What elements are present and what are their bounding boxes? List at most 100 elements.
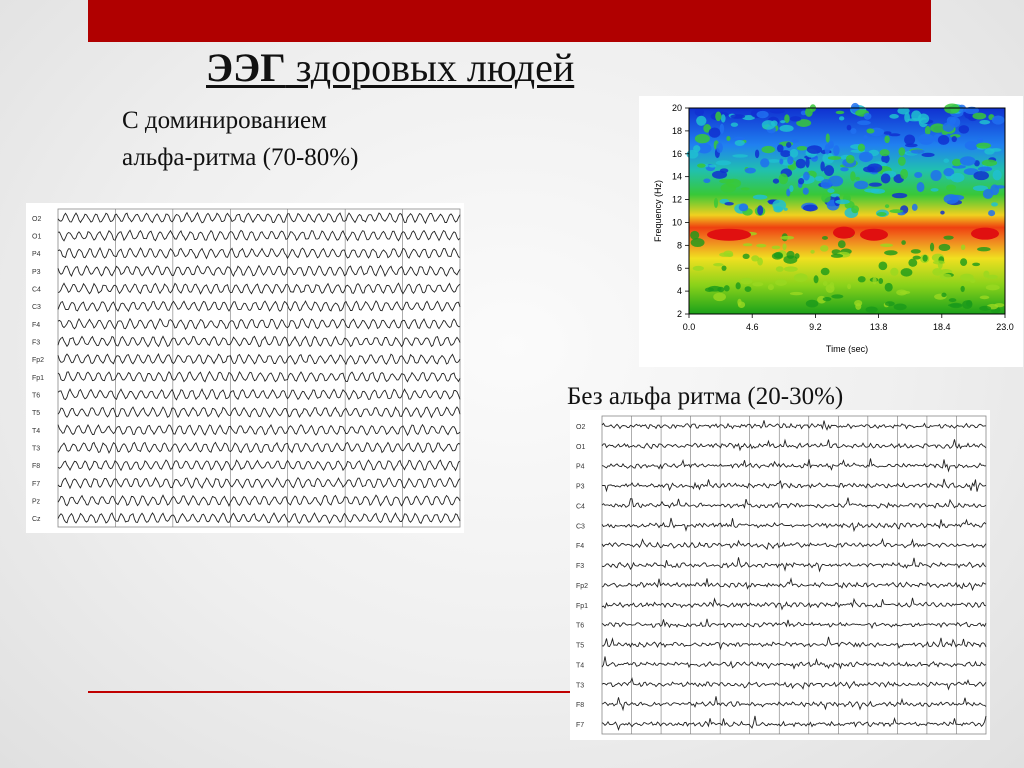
spectrogram-texture (884, 282, 893, 292)
spectrogram-texture (979, 295, 990, 300)
eeg-trace (57, 211, 461, 225)
spectrogram-texture (815, 176, 825, 182)
spectrogram-ytick-label: 12 (672, 195, 682, 205)
spectrogram-texture (991, 115, 1005, 125)
spectrogram-ytick-label: 4 (677, 286, 682, 296)
spectrogram-texture (988, 210, 996, 217)
spectrogram-texture (813, 275, 819, 284)
spectrogram-texture (793, 273, 808, 282)
eeg-channel-label: Fp2 (32, 357, 44, 364)
spectrogram-texture (857, 120, 871, 126)
eeg-trace (601, 537, 987, 551)
eeg-trace (601, 597, 987, 611)
spectrogram-plot (686, 102, 1006, 314)
spectrogram-texture (883, 131, 892, 135)
spectrogram-texture (890, 267, 899, 276)
eeg-trace (57, 476, 461, 490)
spectrogram-texture (735, 282, 741, 290)
spectrogram-texture (916, 182, 925, 193)
eeg-trace (601, 438, 987, 452)
spectrogram-texture (786, 188, 791, 197)
spectrogram-texture (802, 187, 809, 195)
eeg-trace (57, 300, 461, 313)
spectrogram-texture (789, 116, 802, 122)
eeg-channel-label: F7 (32, 481, 40, 488)
spectrogram-texture (976, 142, 992, 149)
spectrogram-texture (878, 277, 884, 285)
spectrogram-texture (881, 153, 890, 164)
spectrogram-texture (738, 203, 749, 212)
spectrogram-texture (780, 150, 791, 158)
spectrogram-texture (823, 165, 835, 177)
spectrogram-texture (737, 301, 746, 309)
eeg-channel-label: T3 (576, 682, 584, 689)
spectrogram-texture (853, 180, 869, 190)
spectrogram-texture (780, 235, 795, 240)
eeg-trace (57, 459, 461, 472)
spectrogram-texture (805, 107, 813, 117)
spectrogram-alpha-peak (860, 228, 888, 241)
eeg-channel-label: F8 (576, 702, 584, 709)
spectrogram-texture (918, 133, 935, 145)
spectrogram-texture (771, 245, 781, 250)
spectrogram-axes: 2 4 6 8 10 12 14 16 18 20 0.0 4.6 9.2 13.8 18.4 23.0 (672, 103, 1014, 332)
spectrogram-texture (922, 254, 928, 262)
spectrogram-texture (897, 107, 910, 115)
spectrogram-texture (855, 176, 860, 181)
spectrogram-texture (938, 243, 951, 252)
spectrogram-alpha-peak (707, 228, 751, 241)
spectrogram-texture (941, 292, 947, 298)
spectrogram-ytick-label: 14 (672, 172, 682, 182)
spectrogram-texture (912, 255, 921, 260)
spectrogram-texture (974, 160, 980, 167)
spectrogram-texture (789, 185, 794, 193)
spectrogram-texture (972, 112, 987, 120)
spectrogram-texture (830, 253, 844, 258)
eeg-channel-label: T5 (576, 643, 584, 650)
spectrogram-texture (964, 140, 979, 151)
spectrogram-texture (929, 242, 935, 252)
spectrogram-texture (723, 285, 730, 292)
spectrogram-texture (858, 151, 873, 163)
spectrogram-texture (981, 159, 998, 167)
spectrogram-texture (756, 243, 767, 248)
spectrogram-texture (940, 210, 945, 215)
spectrogram-texture (911, 110, 922, 121)
spectrogram-texture (958, 125, 970, 134)
spectrogram-xtick-label: 13.8 (870, 322, 888, 332)
eeg-channel-label: T5 (32, 410, 40, 417)
spectrogram-texture (932, 268, 943, 276)
spectrogram-texture (962, 300, 973, 309)
eeg-channel-label: Pz (32, 499, 41, 506)
spectrogram-svg: 2 4 6 8 10 12 14 16 18 20 0.0 4.6 9.2 13.8 18.4 23.0 Fr… (653, 102, 1014, 354)
spectrogram-texture (951, 136, 957, 143)
spectrogram-texture (835, 199, 850, 205)
eeg-channel-label: F3 (576, 563, 584, 570)
eeg-trace (601, 696, 987, 712)
spectrogram-texture (876, 211, 887, 217)
eeg-alpha-svg: O2 O1 P4 P3 C4 C3 F4 F3 Fp2 Fp1 T6 T5 T4 T3 F8 F7 Pz Cz (32, 208, 461, 528)
spectrogram-texture (694, 108, 704, 117)
spectrogram-texture (868, 182, 882, 187)
spectrogram-texture (744, 286, 752, 292)
spectrogram-texture (820, 245, 829, 252)
eeg-trace (57, 335, 461, 348)
spectrogram-texture (889, 209, 904, 214)
spectrogram-texture (783, 266, 798, 272)
spectrogram-texture (943, 167, 955, 177)
spectrogram-texture (851, 205, 860, 214)
eeg-trace (57, 388, 461, 401)
spectrogram-texture (910, 249, 921, 254)
spectrogram-texture (713, 197, 719, 209)
spectrogram-texture (740, 277, 753, 285)
spectrogram-texture (771, 252, 783, 260)
spectrogram-texture (721, 265, 727, 271)
spectrogram-texture (744, 167, 756, 174)
spectrogram-texture (719, 123, 725, 134)
spectrogram-texture (772, 178, 780, 184)
eeg-trace (57, 229, 461, 242)
spectrogram-texture (984, 148, 995, 155)
spectrogram-texture (900, 268, 913, 277)
spectrogram-texture (775, 266, 784, 272)
spectrogram-texture (754, 149, 760, 159)
